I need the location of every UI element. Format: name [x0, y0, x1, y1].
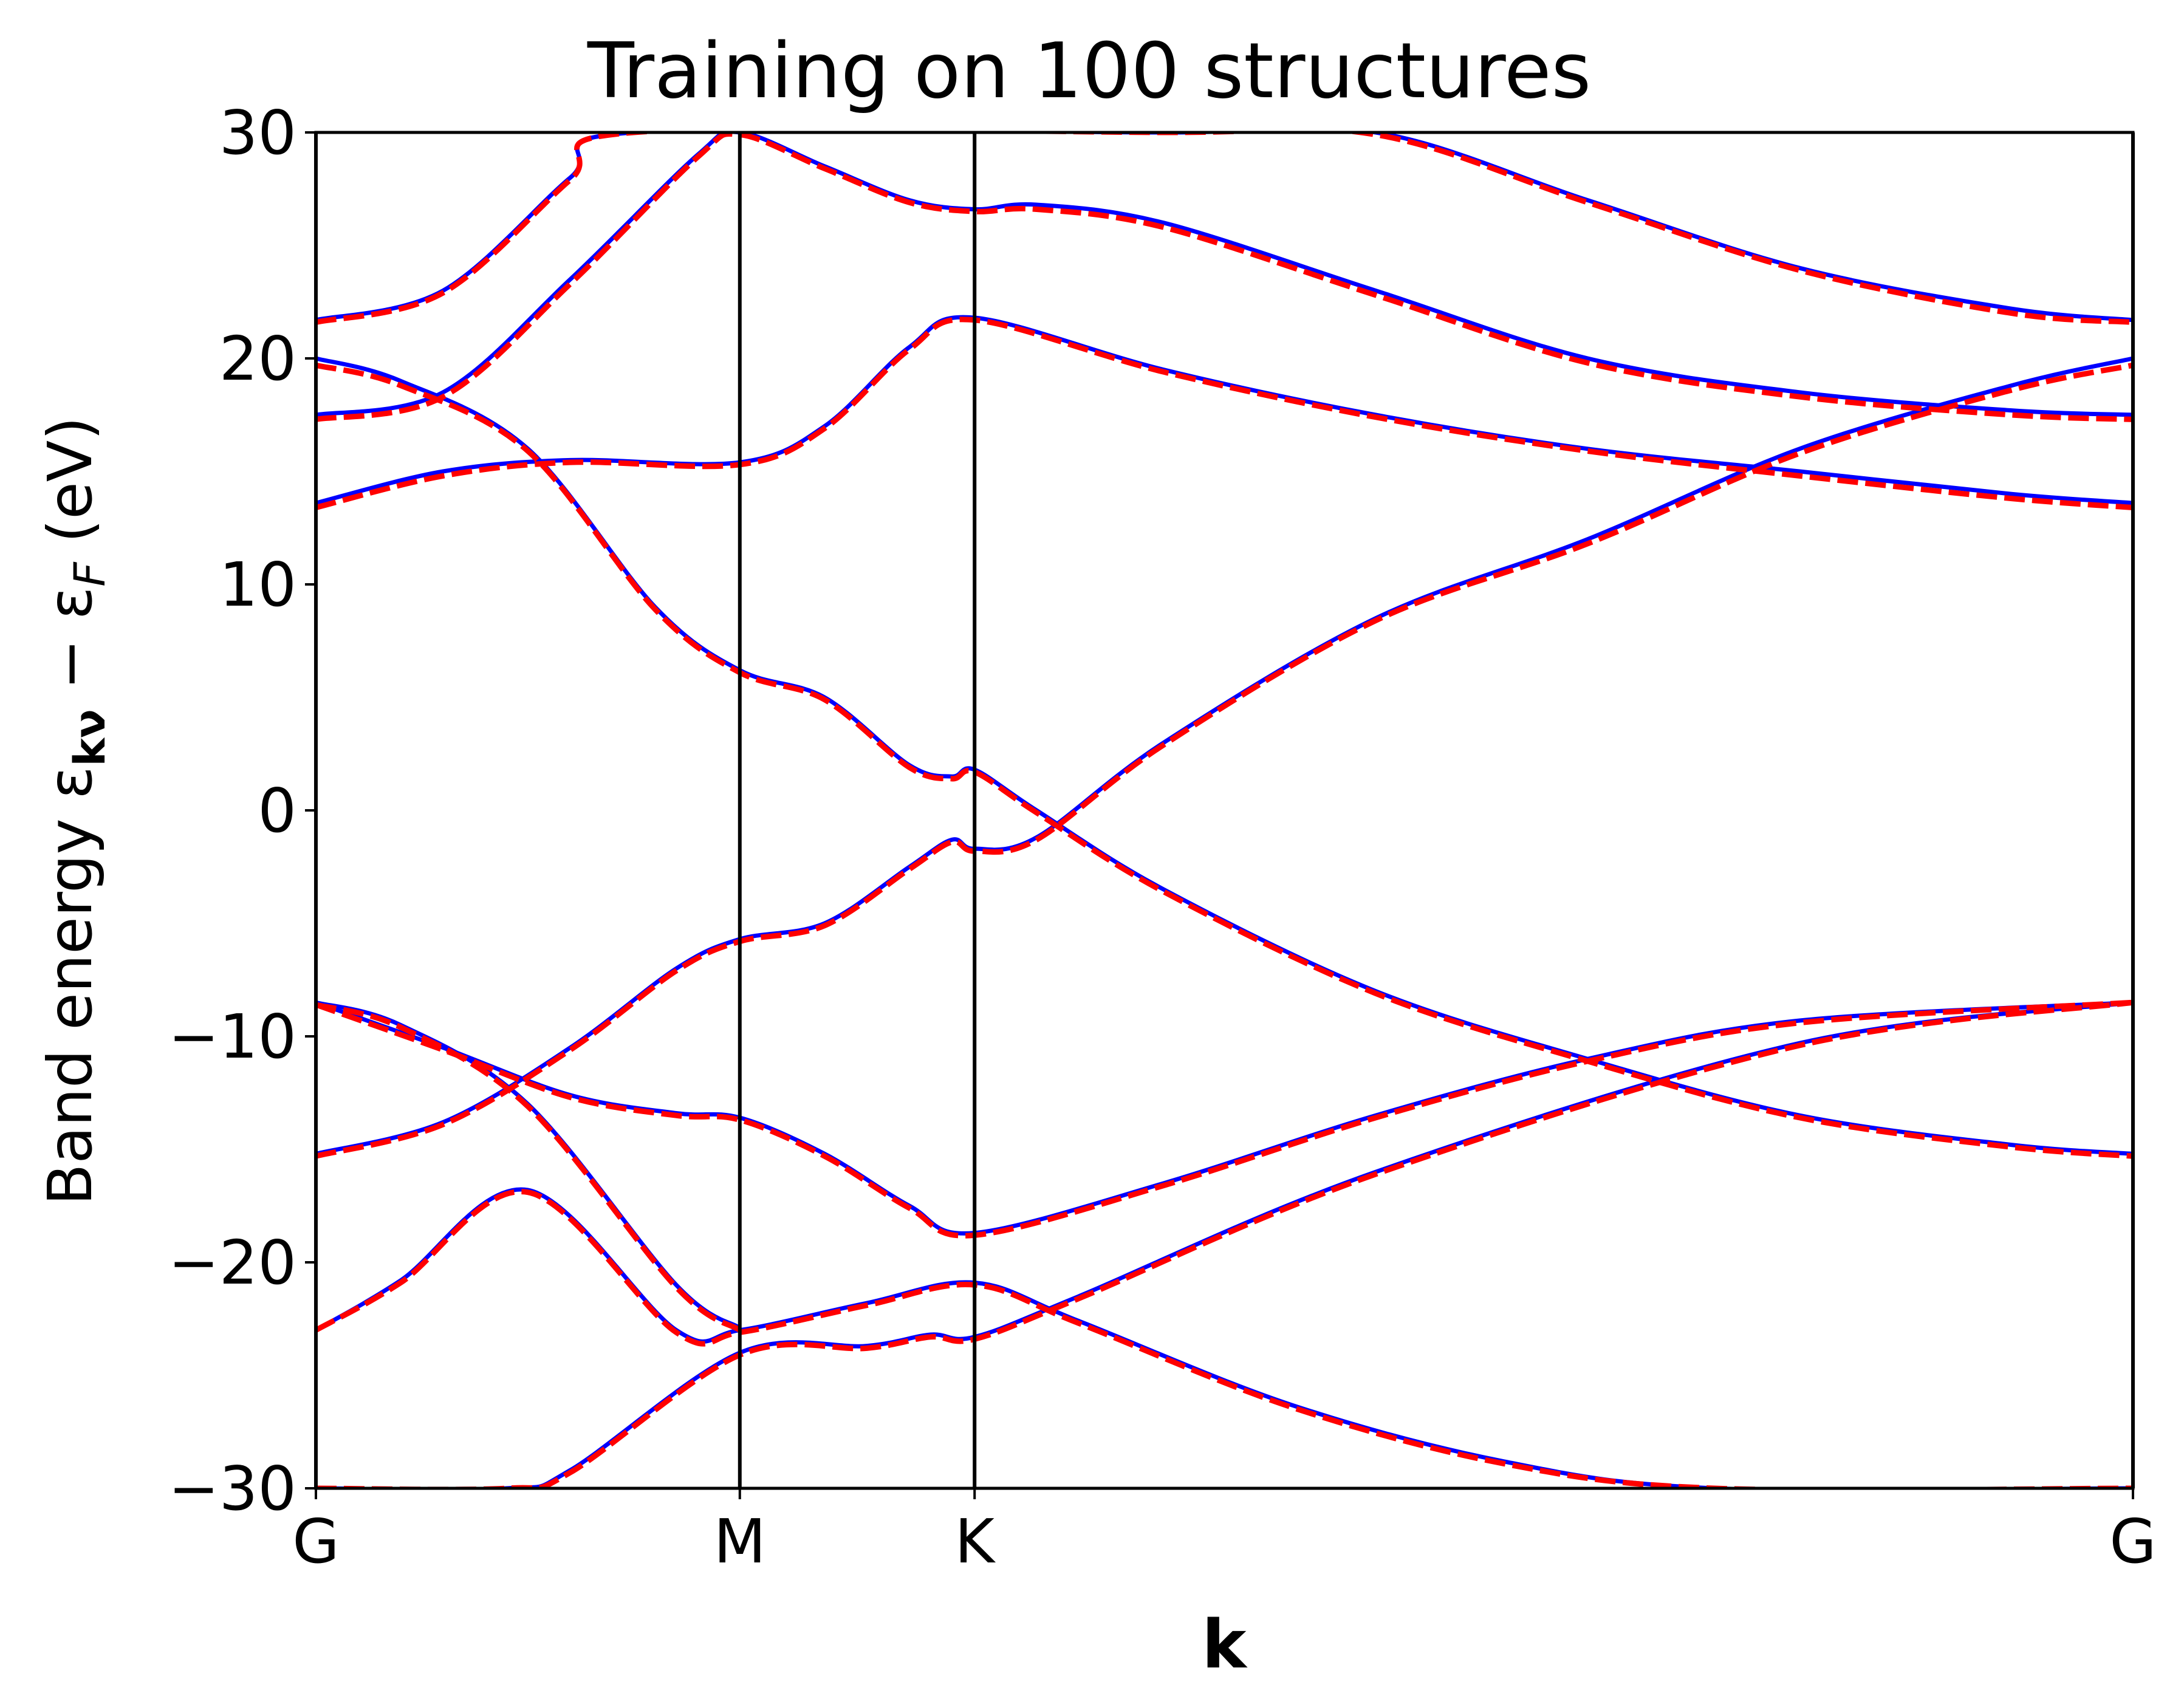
y-axis-ticks: −30 −20 −10 0 10 20 30	[168, 97, 316, 1524]
y-axis-label: Band energy εkν − εF (eV)	[35, 417, 115, 1205]
reference-band-line-7	[316, 315, 2133, 505]
model-band-line-8	[316, 132, 2133, 422]
y-tick-label: 20	[219, 323, 296, 394]
model-band-line-9	[316, 132, 2133, 325]
y-tick-label: −30	[168, 1453, 296, 1524]
x-tick-label: M	[714, 1506, 766, 1577]
model-bands	[316, 132, 2133, 1488]
reference-band-line-8	[316, 132, 2133, 417]
model-band-line-7	[316, 316, 2133, 510]
reference-band-line-3	[316, 1000, 741, 1330]
y-tick-label: 10	[219, 549, 296, 620]
model-band-line-4	[316, 999, 2133, 1239]
reference-band-line-2	[316, 1187, 2133, 1488]
model-band-line-5	[316, 362, 2133, 1159]
reference-bands	[316, 132, 2133, 1488]
chart-title: Training on 100 structures	[587, 26, 1591, 115]
plot-frame	[314, 131, 2135, 1490]
reference-band-line-9	[316, 132, 2133, 323]
high-symmetry-lines	[314, 132, 2135, 1488]
plot-area	[314, 131, 2135, 1490]
x-tick-label: G	[2109, 1506, 2157, 1577]
y-tick-label: 0	[258, 775, 296, 846]
model-band-line-6	[316, 362, 2133, 1159]
model-band-line-3	[316, 1002, 742, 1333]
y-tick-label: −10	[168, 1001, 296, 1072]
svg-text:Band energy εkν − εF (eV): Band energy εkν − εF (eV)	[35, 417, 115, 1205]
model-band-line-2	[316, 1189, 2133, 1488]
y-tick-label: −20	[168, 1227, 296, 1298]
x-tick-label: K	[954, 1506, 996, 1577]
x-axis-label: k	[1202, 1606, 1248, 1683]
y-tick-label: 30	[219, 97, 296, 168]
x-tick-label: G	[292, 1506, 340, 1577]
reference-band-line-1	[316, 1000, 2133, 1488]
model-band-line-1	[316, 999, 2133, 1488]
